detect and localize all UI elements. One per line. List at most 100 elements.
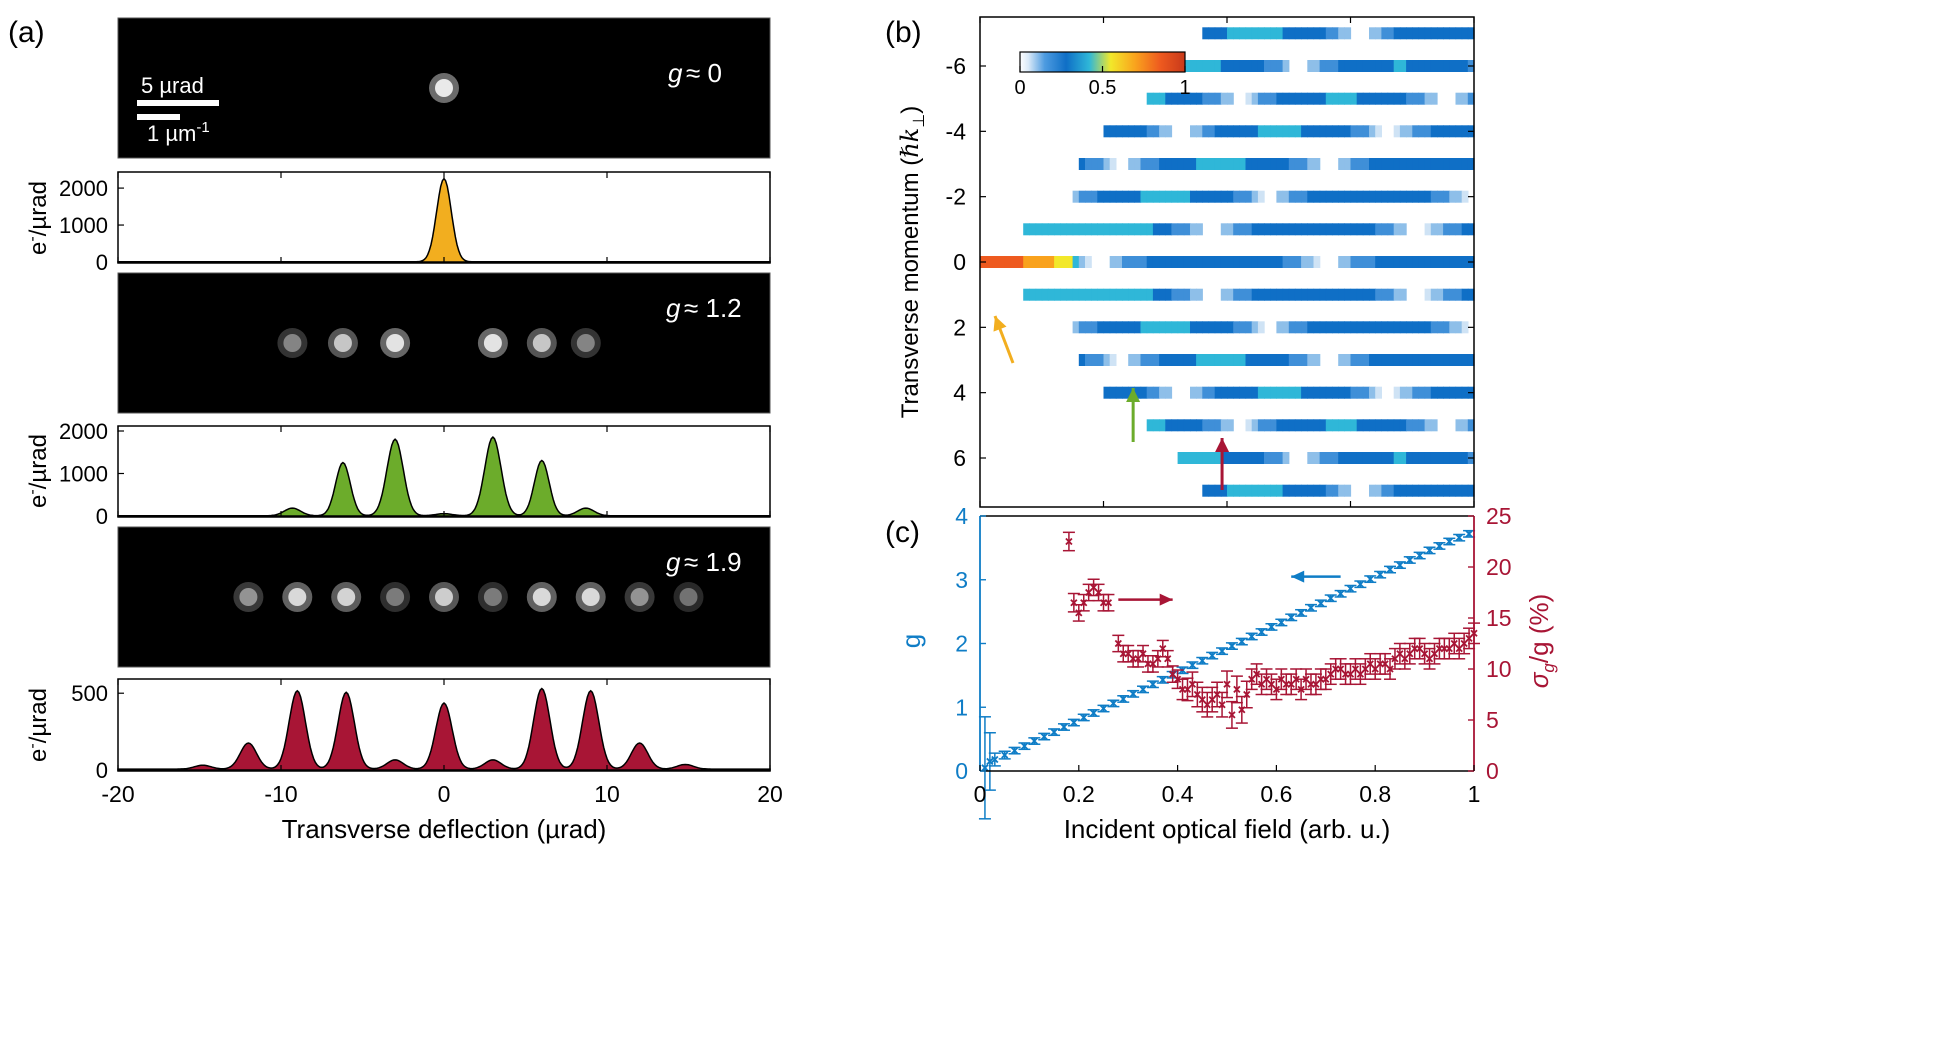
heatmap-cell [1301, 190, 1308, 203]
heatmap-cell [1239, 386, 1247, 399]
heatmap-cell [1220, 452, 1228, 464]
heatmap-cell [1443, 288, 1450, 301]
heatmap-cell [1251, 27, 1259, 40]
heatmap-cell [1233, 223, 1240, 236]
heatmap-cell [1035, 256, 1043, 268]
heatmap-cell [1115, 288, 1123, 301]
heatmap-cell [1251, 419, 1259, 432]
image-spot [570, 328, 601, 358]
heatmap-cell [1344, 288, 1352, 301]
heatmap-cell [1437, 190, 1444, 203]
heatmap-cell [1455, 386, 1463, 399]
heatmap-cell [1313, 27, 1321, 40]
heatmap-cell [1152, 223, 1160, 236]
heatmap-cell [1319, 125, 1327, 138]
heatmap-cell [1294, 256, 1302, 268]
heatmap-cell [1233, 256, 1240, 268]
heatmap-cell [1418, 27, 1426, 40]
heatmap-cell [1220, 92, 1228, 105]
heatmap-cell [1220, 386, 1228, 399]
heatmap-cell [1307, 354, 1315, 366]
heatmap-cell [1128, 354, 1135, 366]
heatmap-cell [1220, 484, 1228, 497]
heatmap-cell [1122, 223, 1129, 236]
heatmap-cell [1257, 288, 1265, 301]
heatmap-cell [1369, 158, 1376, 170]
heatmap-cell [1276, 484, 1284, 497]
heatmap-cell [1227, 190, 1234, 203]
heatmap-cell [1443, 27, 1450, 40]
colorbar-tick-label: 0.5 [1089, 77, 1117, 99]
image-spot [277, 328, 308, 358]
heatmap-cell [1288, 158, 1296, 170]
heatmap-cell [1085, 158, 1092, 170]
heatmap-cell [1159, 158, 1166, 170]
heatmap-cell [1245, 125, 1253, 138]
heatmap-cell [1177, 419, 1185, 432]
heatmap-cell [1257, 419, 1265, 432]
heatmap-cell [1313, 354, 1321, 366]
panel-c-label: (c) [885, 516, 920, 549]
heatmap-cell [1449, 484, 1457, 497]
data-point [1164, 655, 1172, 663]
heatmap-cell [1257, 125, 1265, 138]
heatmap-cell [1190, 92, 1197, 105]
heatmap-cell [1208, 158, 1216, 170]
heatmap-cell [1227, 452, 1234, 464]
heatmap-cell [1239, 484, 1247, 497]
heatmap-cell [1214, 158, 1222, 170]
heatmap-cell [1196, 256, 1203, 268]
profile-1-xticks [117, 172, 771, 263]
heatmap-cell [1294, 321, 1302, 334]
data-point [1218, 701, 1226, 709]
left-ytick-label: 0 [955, 758, 968, 784]
heatmap-cell [1461, 452, 1469, 464]
right-ytick-label: 25 [1486, 503, 1512, 529]
heatmap-cell [1091, 223, 1098, 236]
heatmap-cell [1387, 27, 1395, 40]
heatmap-cell [1338, 92, 1345, 105]
panel-a-image-2: g ≈ 1.2 [117, 272, 771, 414]
heatmap-cell [1264, 386, 1271, 399]
heatmap-cell [1356, 92, 1364, 105]
heatmap-cell [1356, 60, 1364, 72]
heatmap-cell [1455, 27, 1463, 40]
heatmap-cell [1399, 92, 1407, 105]
left-yticks: 0 1 2 3 4 [955, 503, 986, 784]
heatmap-cell [1424, 386, 1432, 399]
heatmap-cell [1196, 92, 1203, 105]
heatmap-cell [1091, 288, 1098, 301]
heatmap-cell [1165, 386, 1173, 399]
heatmap-cell [1202, 256, 1210, 268]
heatmap-cell [1418, 125, 1426, 138]
heatmap-cell [1350, 92, 1358, 105]
heatmap-cell [1344, 354, 1352, 366]
heatmap-cell [1072, 190, 1080, 203]
heatmap-cell [1146, 386, 1154, 399]
heatmap-cell [1134, 354, 1142, 366]
data-point [1020, 742, 1029, 750]
heatmap-cell [1455, 452, 1463, 464]
heatmap-cell [1350, 256, 1358, 268]
heatmap-cell [1387, 452, 1395, 464]
heatmap-cell [1214, 452, 1222, 464]
heatmap-cell [1437, 60, 1444, 72]
heatmap-cell [1461, 27, 1469, 40]
heatmap-cell [1393, 92, 1401, 105]
heatmap-cell [1190, 321, 1197, 334]
data-point [1277, 675, 1285, 683]
image-spot [624, 582, 655, 612]
heatmap-cell [1288, 190, 1296, 203]
heatmap-cell [1227, 484, 1234, 497]
image-spot-core [483, 334, 502, 352]
heatmap-cell [1220, 158, 1228, 170]
heatmap-cell [1152, 354, 1160, 366]
data-point [1060, 723, 1068, 731]
heatmap-cell [1307, 158, 1315, 170]
heatmap-cell [1362, 386, 1370, 399]
heatmap-cell [1115, 386, 1123, 399]
heatmap-cell [1103, 354, 1111, 366]
data-point [1228, 642, 1236, 650]
data-point [1149, 680, 1157, 688]
